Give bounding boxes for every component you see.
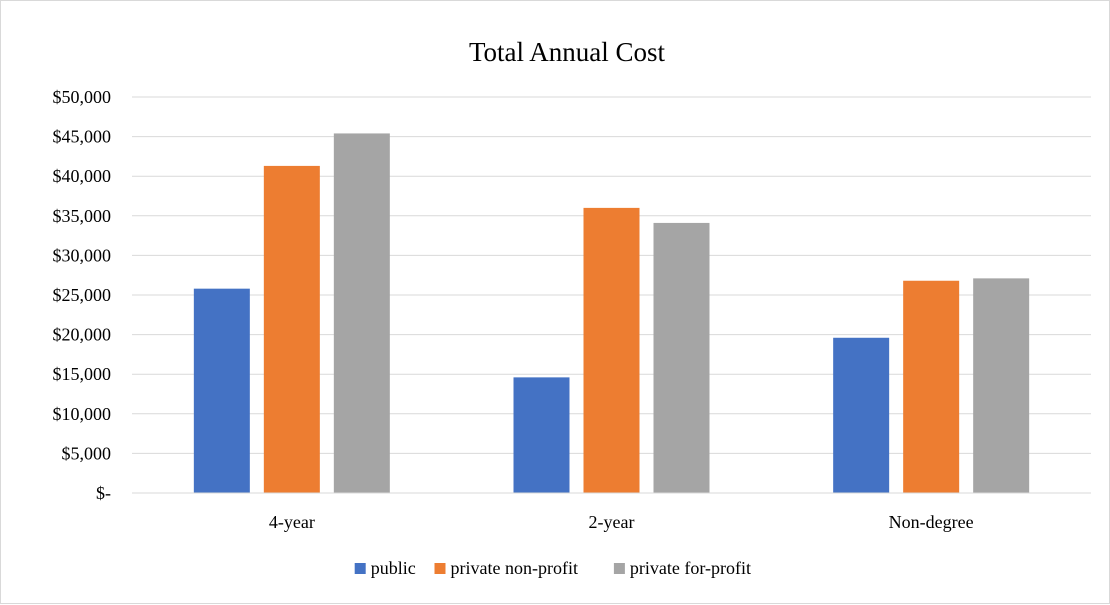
y-tick-label: $25,000: [53, 285, 112, 305]
bar-private-for-profit-2-year: [653, 222, 710, 494]
legend: public private non-profit private for-prof…: [354, 558, 751, 578]
bar-public-2-year: [513, 377, 570, 493]
bar-public-non-degree: [833, 337, 890, 493]
bar-private-for-profit-non-degree: [973, 278, 1030, 493]
y-tick-label: $20,000: [53, 325, 112, 345]
y-tick-label: $35,000: [53, 206, 112, 226]
bar-private-non-profit-non-degree: [903, 280, 960, 493]
legend-item-private-for-profit: private for-profit: [613, 558, 751, 578]
y-tick-label: $10,000: [53, 404, 112, 424]
legend-item-public: public: [354, 558, 416, 578]
legend-label: private for-profit: [630, 558, 751, 578]
x-tick-label: 2-year: [589, 512, 635, 532]
y-tick-label: $15,000: [53, 364, 112, 384]
bar-private-non-profit-4-year: [263, 165, 320, 494]
chart-title: Total Annual Cost: [469, 37, 666, 67]
legend-label: public: [371, 558, 416, 578]
legend-swatch: [434, 563, 446, 574]
x-tick-label: 4-year: [269, 512, 315, 532]
y-tick-label: $40,000: [53, 166, 112, 186]
legend-label: private non-profit: [451, 558, 578, 578]
x-tick-label: Non-degree: [889, 512, 974, 532]
y-tick-label: $30,000: [53, 245, 112, 265]
legend-swatch: [354, 563, 366, 574]
bars: [193, 133, 1030, 494]
legend-item-private-non-profit: private non-profit: [434, 558, 578, 578]
bar-private-non-profit-2-year: [583, 207, 640, 493]
bar-private-for-profit-4-year: [333, 133, 390, 493]
x-axis-tick-labels: 4-year 2-year Non-degree: [269, 512, 974, 532]
y-tick-label: $45,000: [53, 127, 112, 147]
legend-swatch: [613, 563, 625, 574]
bar-public-4-year: [193, 288, 250, 493]
y-tick-label: $-: [96, 483, 111, 503]
y-tick-label: $50,000: [53, 87, 112, 107]
y-tick-label: $5,000: [62, 443, 112, 463]
y-axis-tick-labels: $- $5,000 $10,000 $15,000 $20,000 $25,000 $30,…: [53, 87, 112, 503]
